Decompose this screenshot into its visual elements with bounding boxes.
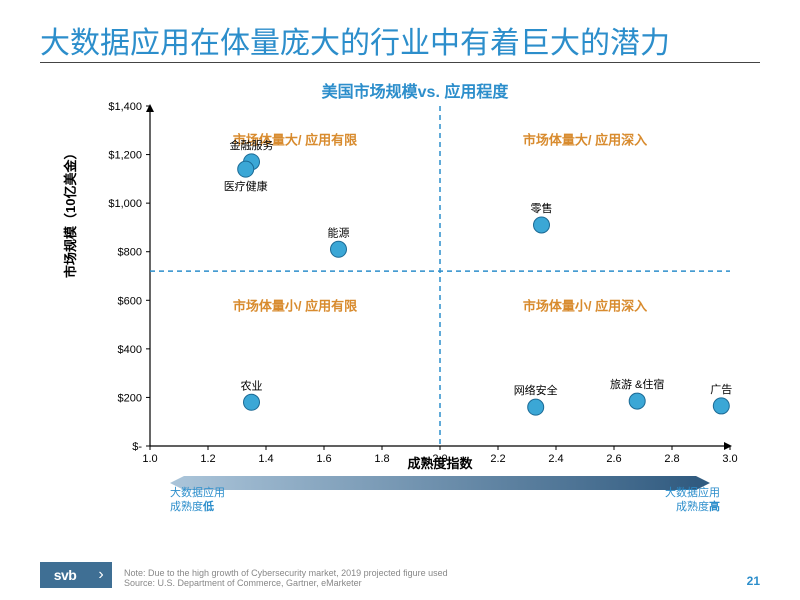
footnotes: Note: Due to the high growth of Cybersec…	[124, 568, 448, 588]
svg-text:$1,000: $1,000	[108, 198, 142, 210]
x-axis-label: 成熟度指数	[150, 453, 730, 472]
maturity-high-label: 大数据应用 成熟度高	[665, 486, 720, 515]
title-rule	[40, 62, 760, 63]
maturity-low-label: 大数据应用 成熟度低	[170, 486, 225, 515]
logo-text: svb	[40, 562, 90, 588]
svg-text:$-: $-	[132, 441, 142, 453]
svg-text:市场体量小/ 应用有限: 市场体量小/ 应用有限	[233, 298, 358, 313]
svg-text:网络安全: 网络安全	[514, 383, 558, 397]
svg-text:$600: $600	[118, 295, 142, 307]
logo: svb ›	[40, 562, 112, 588]
svg-text:$1,200: $1,200	[108, 150, 142, 162]
svg-text:能源: 能源	[328, 225, 350, 239]
svg-text:农业: 农业	[241, 378, 263, 392]
svg-text:$800: $800	[118, 247, 142, 259]
svg-text:广告: 广告	[710, 383, 732, 396]
page-number: 21	[747, 574, 760, 588]
svg-text:市场体量大/ 应用深入: 市场体量大/ 应用深入	[523, 132, 647, 147]
footer: svb › Note: Due to the high growth of Cy…	[40, 562, 760, 588]
chart-container: 美国市场规模vs. 应用程度 市场规模（10亿美金） $-$200$400$60…	[70, 78, 760, 508]
svg-text:$400: $400	[118, 344, 142, 356]
chart-title: 美国市场规模vs. 应用程度	[70, 78, 760, 102]
maturity-arrow	[170, 476, 710, 490]
svg-text:金融服务: 金融服务	[230, 138, 274, 152]
scatter-plot: $-$200$400$600$800$1,000$1,200$1,4001.01…	[150, 106, 730, 446]
svg-text:$200: $200	[118, 392, 142, 404]
svg-text:$1,400: $1,400	[108, 101, 142, 113]
footnote-source: Source: U.S. Department of Commerce, Gar…	[124, 578, 448, 588]
footnote-note: Note: Due to the high growth of Cybersec…	[124, 568, 448, 578]
svg-text:旅游 &住宿: 旅游 &住宿	[610, 377, 664, 391]
svg-text:零售: 零售	[531, 201, 553, 215]
y-axis-label: 市场规模（10亿美金）	[60, 147, 79, 278]
slide-title: 大数据应用在体量庞大的行业中有着巨大的潜力	[40, 18, 760, 62]
logo-chevron-icon: ›	[90, 562, 112, 588]
svg-text:医疗健康: 医疗健康	[224, 179, 268, 193]
svg-text:市场体量小/ 应用深入: 市场体量小/ 应用深入	[523, 298, 647, 313]
